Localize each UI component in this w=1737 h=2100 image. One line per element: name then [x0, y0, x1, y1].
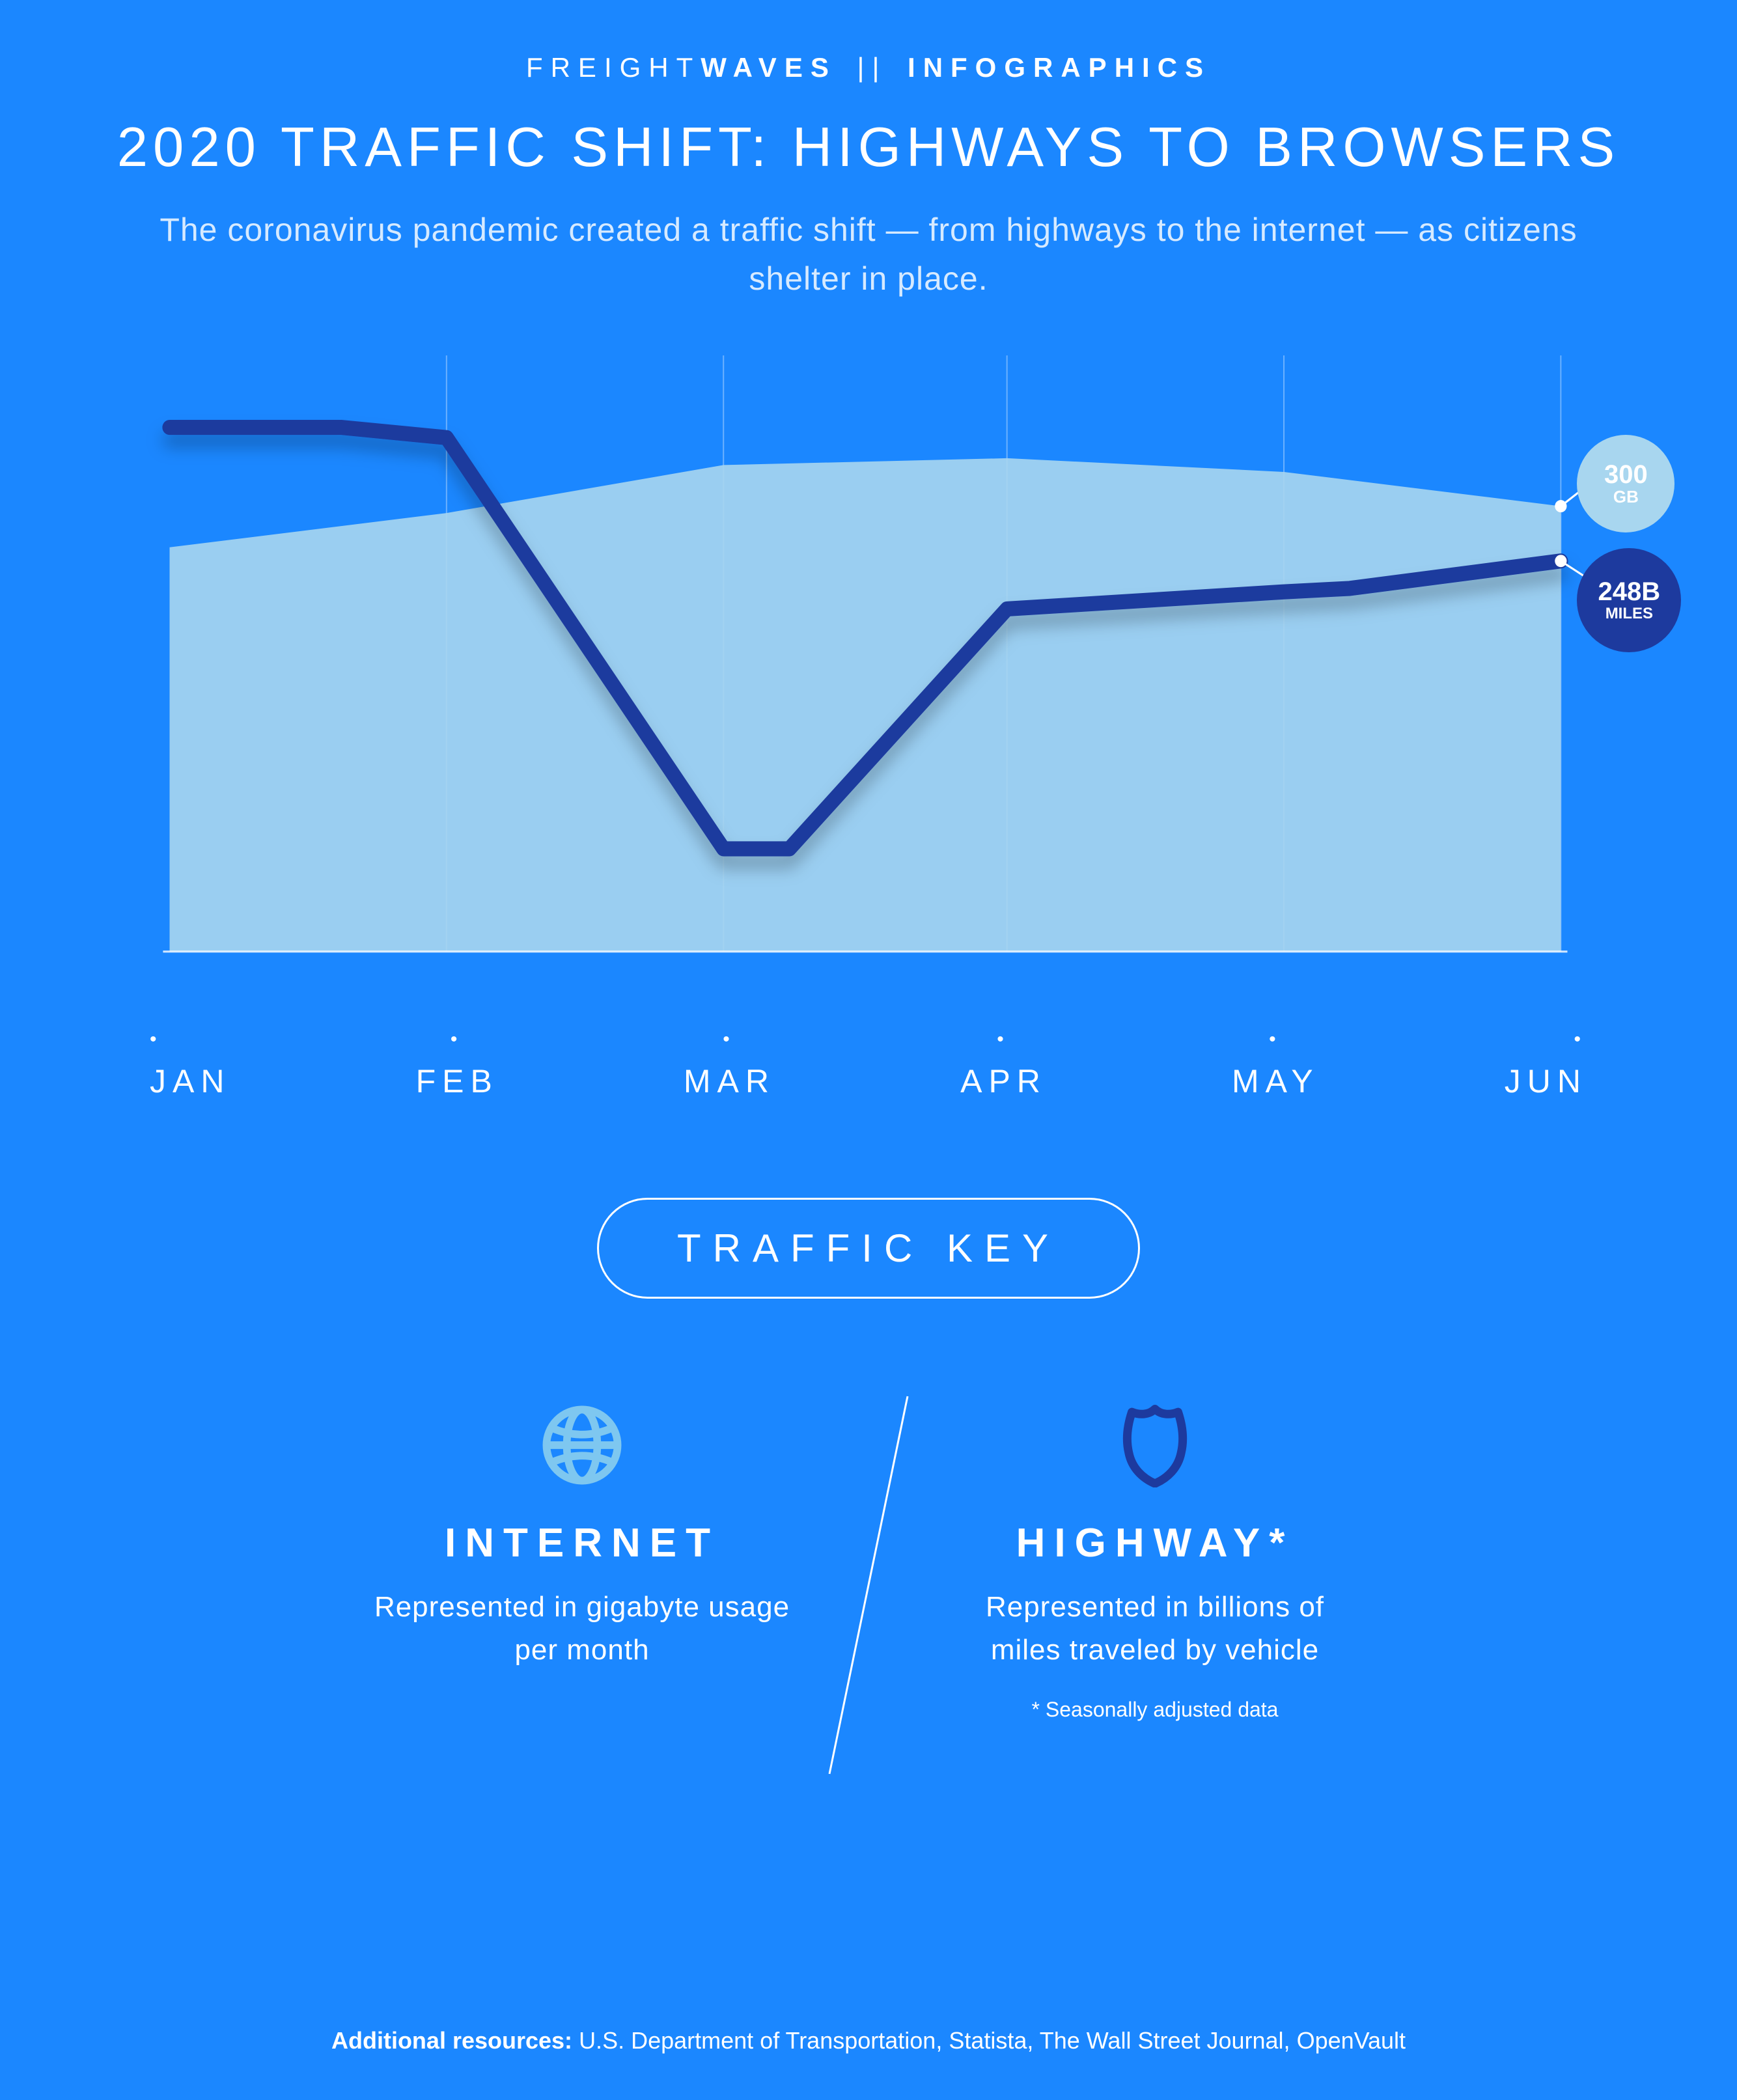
highway-badge-value: 248B: [1598, 578, 1661, 605]
x-axis-label: •FEB: [416, 1032, 499, 1100]
chart-svg: [143, 355, 1594, 1006]
footer: Additional resources: U.S. Department of…: [104, 2027, 1633, 2067]
legend-highway-note: * Seasonally adjusted data: [947, 1698, 1363, 1722]
chart-area: 300 GB 248B MILES: [143, 355, 1594, 1006]
legend-internet: INTERNET Represented in gigabyte usage p…: [354, 1383, 810, 1787]
brand-left-bold: WAVES: [701, 52, 837, 83]
brand-line: FREIGHTWAVES || INFOGRAPHICS: [104, 52, 1633, 83]
legend-highway-desc: Represented in billions of miles travele…: [947, 1586, 1363, 1672]
internet-badge-value: 300: [1604, 461, 1648, 488]
highway-end-badge: 248B MILES: [1577, 548, 1681, 652]
x-axis-label: •JUN: [1505, 1032, 1587, 1100]
legend-highway-title: HIGHWAY*: [947, 1520, 1363, 1566]
legend-internet-title: INTERNET: [374, 1520, 790, 1566]
footer-label: Additional resources:: [331, 2027, 572, 2054]
x-axis-label: •MAR: [684, 1032, 775, 1100]
legend-divider: [810, 1383, 927, 1787]
x-axis-label: •MAY: [1232, 1032, 1320, 1100]
x-axis-label: •JAN: [150, 1032, 230, 1100]
internet-end-badge: 300 GB: [1577, 435, 1674, 532]
legend-internet-desc: Represented in gigabyte usage per month: [374, 1586, 790, 1672]
legend-highway: HIGHWAY* Represented in billions of mile…: [927, 1383, 1383, 1787]
traffic-key-pill: TRAFFIC KEY: [597, 1198, 1140, 1299]
x-axis-labels: •JAN •FEB •MAR •APR •MAY •JUN: [143, 1032, 1594, 1100]
page-title: 2020 TRAFFIC SHIFT: HIGHWAYS TO BROWSERS: [104, 116, 1633, 180]
internet-badge-unit: GB: [1613, 488, 1639, 506]
key-button-wrap: TRAFFIC KEY: [104, 1198, 1633, 1299]
subtitle: The coronavirus pandemic created a traff…: [104, 206, 1633, 303]
brand-left: FREIGHT: [526, 52, 701, 83]
brand-separator: ||: [857, 52, 887, 83]
globe-icon: [374, 1396, 790, 1494]
legend: INTERNET Represented in gigabyte usage p…: [104, 1383, 1633, 1787]
brand-right: INFOGRAPHICS: [908, 52, 1211, 83]
shield-icon: [947, 1396, 1363, 1494]
footer-text: U.S. Department of Transportation, Stati…: [579, 2027, 1406, 2054]
infographic-container: FREIGHTWAVES || INFOGRAPHICS 2020 TRAFFI…: [0, 0, 1737, 2100]
highway-badge-unit: MILES: [1605, 605, 1653, 622]
x-axis-label: •APR: [960, 1032, 1047, 1100]
